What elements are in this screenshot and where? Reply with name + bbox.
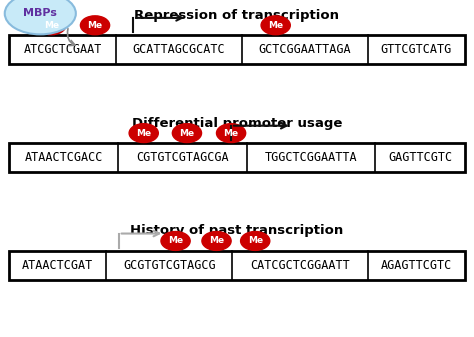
Ellipse shape xyxy=(37,16,66,35)
Text: Me: Me xyxy=(224,129,238,137)
Text: CGTGTCGTAGCGA: CGTGTCGTAGCGA xyxy=(137,151,229,164)
Text: TGGCTCGGAATTA: TGGCTCGGAATTA xyxy=(265,151,357,164)
Ellipse shape xyxy=(5,0,76,34)
Text: ATAACTCGAT: ATAACTCGAT xyxy=(22,259,93,272)
Text: ATCGCTCGAAT: ATCGCTCGAAT xyxy=(24,43,102,56)
Text: Differential promoter usage: Differential promoter usage xyxy=(132,117,342,129)
Text: Me: Me xyxy=(168,237,183,245)
Text: GCGTGTCGTAGCG: GCGTGTCGTAGCG xyxy=(123,259,216,272)
Text: Me: Me xyxy=(88,21,102,30)
Text: Me: Me xyxy=(44,21,59,30)
Text: AGAGTTCGTC: AGAGTTCGTC xyxy=(381,259,452,272)
Ellipse shape xyxy=(241,232,270,250)
Text: Me: Me xyxy=(247,237,263,245)
Ellipse shape xyxy=(202,232,231,250)
Ellipse shape xyxy=(129,124,158,143)
Text: GAGTTCGTC: GAGTTCGTC xyxy=(388,151,452,164)
Text: GTTCGTCATG: GTTCGTCATG xyxy=(381,43,452,56)
Bar xyxy=(9,143,465,172)
Ellipse shape xyxy=(217,124,246,143)
Ellipse shape xyxy=(173,124,201,143)
Ellipse shape xyxy=(261,16,290,35)
Text: GCTCGGAATTAGA: GCTCGGAATTAGA xyxy=(258,43,351,56)
FancyArrowPatch shape xyxy=(67,29,75,45)
Text: Me: Me xyxy=(209,237,224,245)
Text: Repression of transcription: Repression of transcription xyxy=(135,9,339,22)
Text: Me: Me xyxy=(268,21,283,30)
Ellipse shape xyxy=(81,16,109,35)
Ellipse shape xyxy=(161,232,190,250)
Text: CATCGCTCGGAATT: CATCGCTCGGAATT xyxy=(250,259,350,272)
Text: GCATTAGCGCATC: GCATTAGCGCATC xyxy=(133,43,225,56)
Text: Me: Me xyxy=(136,129,151,137)
Bar xyxy=(9,35,465,64)
Text: ATAACTCGACC: ATAACTCGACC xyxy=(25,151,103,164)
Text: MBPs: MBPs xyxy=(23,8,57,19)
Text: History of past transcription: History of past transcription xyxy=(130,224,344,237)
Text: Me: Me xyxy=(179,129,194,137)
Bar xyxy=(9,251,465,280)
